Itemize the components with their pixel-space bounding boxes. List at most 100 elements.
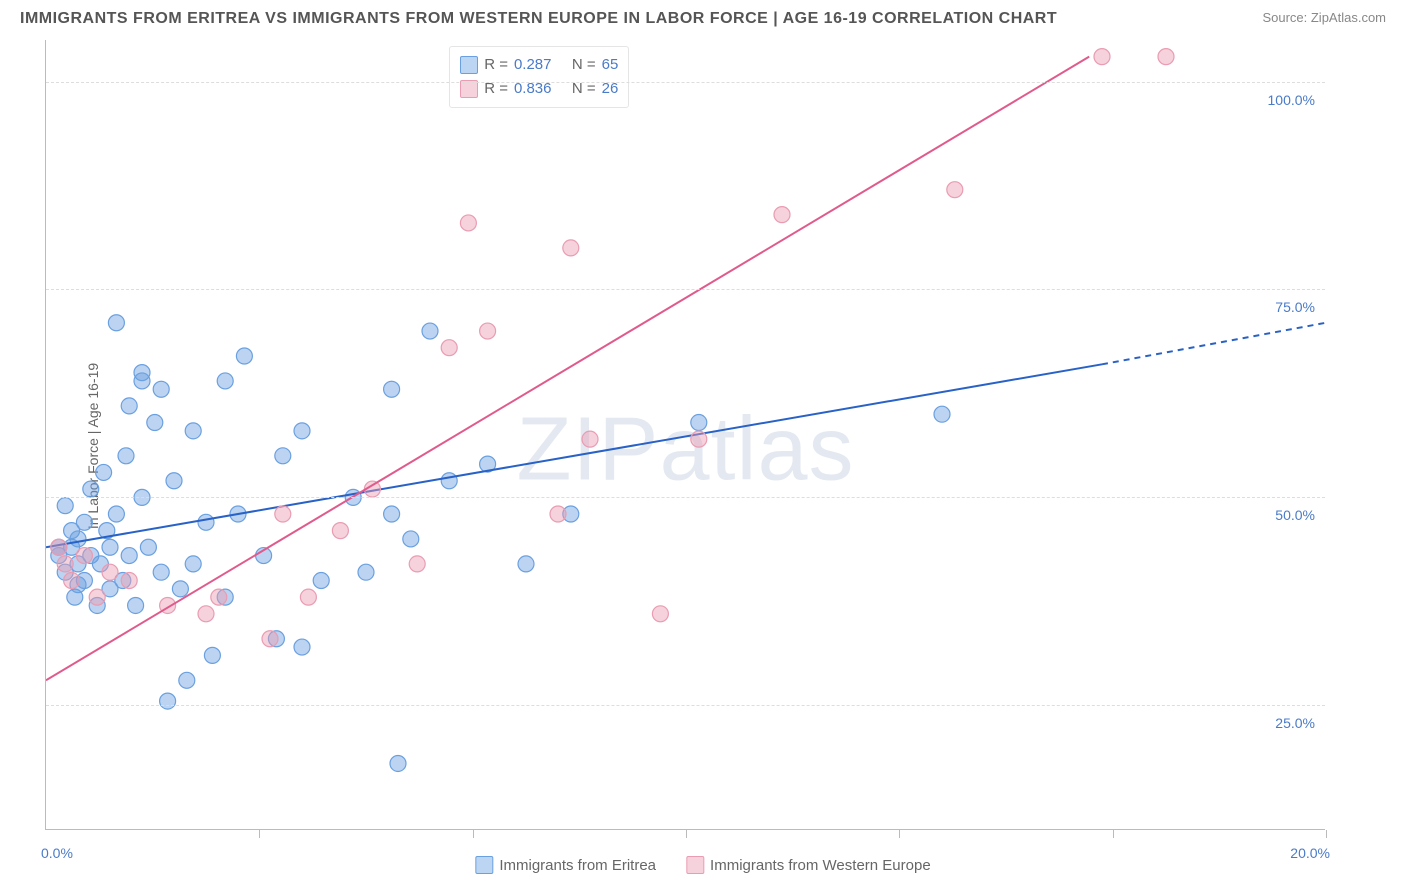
data-point bbox=[102, 564, 118, 580]
data-point bbox=[108, 315, 124, 331]
legend-n-label: N = bbox=[572, 53, 596, 77]
data-point bbox=[76, 548, 92, 564]
series-legend-item: Immigrants from Western Europe bbox=[686, 856, 931, 874]
x-tick-label: 0.0% bbox=[41, 845, 73, 861]
data-point bbox=[332, 523, 348, 539]
data-point bbox=[153, 381, 169, 397]
data-point bbox=[70, 531, 86, 547]
data-point bbox=[1094, 49, 1110, 65]
legend-swatch bbox=[686, 856, 704, 874]
data-point bbox=[236, 348, 252, 364]
data-point bbox=[128, 597, 144, 613]
gridline-h bbox=[46, 82, 1325, 83]
chart-container: IMMIGRANTS FROM ERITREA VS IMMIGRANTS FR… bbox=[0, 0, 1406, 892]
data-point bbox=[121, 398, 137, 414]
y-tick-label: 75.0% bbox=[1275, 299, 1315, 315]
series-legend-item: Immigrants from Eritrea bbox=[475, 856, 656, 874]
x-tick-label: 20.0% bbox=[1290, 845, 1330, 861]
series-legend-label: Immigrants from Western Europe bbox=[710, 857, 931, 874]
data-point bbox=[460, 215, 476, 231]
series-legend: Immigrants from Eritrea Immigrants from … bbox=[475, 856, 930, 874]
data-point bbox=[934, 406, 950, 422]
data-point bbox=[262, 631, 278, 647]
x-tick-mark bbox=[899, 830, 900, 838]
data-point bbox=[518, 556, 534, 572]
data-point bbox=[409, 556, 425, 572]
data-point bbox=[390, 755, 406, 771]
data-point bbox=[121, 548, 137, 564]
data-point bbox=[121, 573, 137, 589]
data-point bbox=[140, 539, 156, 555]
gridline-h bbox=[46, 289, 1325, 290]
data-point bbox=[441, 340, 457, 356]
data-point bbox=[185, 423, 201, 439]
data-point bbox=[57, 556, 73, 572]
data-point bbox=[160, 693, 176, 709]
data-point bbox=[358, 564, 374, 580]
data-point bbox=[384, 381, 400, 397]
data-point bbox=[64, 573, 80, 589]
data-point bbox=[108, 506, 124, 522]
legend-swatch bbox=[475, 856, 493, 874]
scatter-svg bbox=[46, 40, 1326, 830]
plot-area: ZIPatlas R = 0.287 N = 65 R = 0.836 N = … bbox=[45, 40, 1325, 830]
data-point bbox=[83, 481, 99, 497]
data-point bbox=[198, 514, 214, 530]
chart-title: IMMIGRANTS FROM ERITREA VS IMMIGRANTS FR… bbox=[20, 10, 1057, 28]
data-point bbox=[947, 182, 963, 198]
data-point bbox=[691, 431, 707, 447]
correlation-legend: R = 0.287 N = 65 R = 0.836 N = 26 bbox=[449, 46, 629, 108]
data-point bbox=[217, 373, 233, 389]
data-point bbox=[102, 539, 118, 555]
data-point bbox=[57, 498, 73, 514]
x-tick-mark bbox=[1326, 830, 1327, 838]
data-point bbox=[134, 373, 150, 389]
series-legend-label: Immigrants from Eritrea bbox=[499, 857, 656, 874]
data-point bbox=[582, 431, 598, 447]
data-point bbox=[441, 473, 457, 489]
gridline-h bbox=[46, 705, 1325, 706]
data-point bbox=[563, 240, 579, 256]
x-tick-mark bbox=[1113, 830, 1114, 838]
data-point bbox=[403, 531, 419, 547]
data-point bbox=[198, 606, 214, 622]
data-point bbox=[294, 639, 310, 655]
data-point bbox=[153, 564, 169, 580]
data-point bbox=[1158, 49, 1174, 65]
trend-line bbox=[46, 57, 1089, 681]
data-point bbox=[185, 556, 201, 572]
source-label: Source: ZipAtlas.com bbox=[1262, 10, 1386, 25]
trend-line-dashed bbox=[1102, 323, 1326, 365]
legend-row: R = 0.287 N = 65 bbox=[460, 53, 618, 77]
data-point bbox=[147, 415, 163, 431]
gridline-h bbox=[46, 497, 1325, 498]
x-tick-mark bbox=[686, 830, 687, 838]
data-point bbox=[384, 506, 400, 522]
legend-r-label: R = bbox=[484, 53, 508, 77]
data-point bbox=[118, 448, 134, 464]
data-point bbox=[300, 589, 316, 605]
y-tick-label: 50.0% bbox=[1275, 507, 1315, 523]
data-point bbox=[691, 415, 707, 431]
data-point bbox=[313, 573, 329, 589]
legend-swatch bbox=[460, 80, 478, 98]
data-point bbox=[76, 514, 92, 530]
x-tick-mark bbox=[473, 830, 474, 838]
data-point bbox=[422, 323, 438, 339]
data-point bbox=[275, 448, 291, 464]
x-tick-mark bbox=[259, 830, 260, 838]
data-point bbox=[774, 207, 790, 223]
legend-r-value: 0.287 bbox=[514, 53, 552, 77]
data-point bbox=[179, 672, 195, 688]
data-point bbox=[652, 606, 668, 622]
data-point bbox=[480, 323, 496, 339]
data-point bbox=[96, 464, 112, 480]
data-point bbox=[51, 539, 67, 555]
legend-n-value: 65 bbox=[602, 53, 619, 77]
data-point bbox=[294, 423, 310, 439]
legend-swatch bbox=[460, 56, 478, 74]
data-point bbox=[204, 647, 220, 663]
data-point bbox=[89, 589, 105, 605]
y-tick-label: 100.0% bbox=[1268, 92, 1315, 108]
data-point bbox=[166, 473, 182, 489]
